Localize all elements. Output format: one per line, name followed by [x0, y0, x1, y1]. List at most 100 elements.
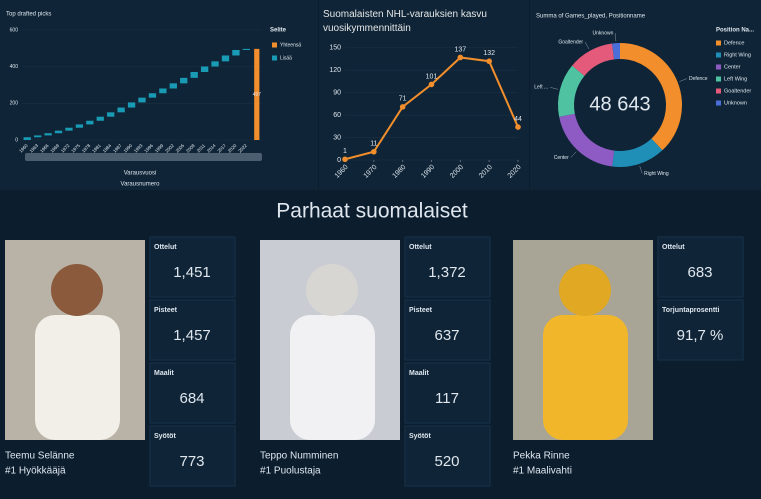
head — [306, 264, 358, 316]
data-label: 11 — [370, 141, 377, 148]
y-tick-label: 0 — [337, 157, 341, 164]
stat-label: Torjuntaprosentti — [662, 307, 719, 314]
legend-label: Lisää — [280, 55, 292, 61]
stat-value: 1,457 — [173, 327, 211, 344]
legend-title: Position Na... — [716, 28, 754, 34]
head — [51, 264, 103, 316]
player-name: Teppo Numminen — [260, 451, 338, 462]
point — [486, 58, 492, 64]
bar — [191, 72, 198, 78]
bar — [159, 88, 166, 93]
legend-title: Selite — [270, 28, 287, 34]
data-label: 44 — [514, 116, 522, 123]
legend-swatch — [716, 77, 721, 82]
bar — [138, 98, 145, 103]
center-label: 48 643 — [589, 93, 650, 115]
y-tick-label: 200 — [10, 101, 19, 107]
data-label: 497 — [253, 92, 262, 98]
scrollbar[interactable] — [25, 153, 262, 161]
bar — [34, 135, 41, 137]
slice-label: Right Wing — [644, 171, 669, 177]
chart-title: Summa of Games_played, Positionname — [536, 14, 646, 20]
y-tick-label: 150 — [329, 45, 341, 52]
bar — [149, 93, 156, 97]
slice-label: Left ... — [534, 85, 548, 91]
bar — [107, 112, 114, 116]
axis-title: Varausvuosi — [124, 171, 157, 177]
player-role: #1 Maalivahti — [513, 466, 572, 477]
stat-value: 1,372 — [428, 264, 466, 281]
legend-label: Right Wing — [724, 52, 751, 58]
point — [342, 156, 348, 162]
legend-swatch — [716, 65, 721, 70]
chart-title: Suomalaisten NHL-varauksien kasvu vuosik… — [323, 8, 523, 36]
jersey — [35, 315, 120, 440]
legend-label: Defence — [724, 40, 745, 46]
head — [559, 264, 611, 316]
player-name: Pekka Rinne — [513, 451, 570, 462]
stat-value: 91,7 % — [677, 327, 724, 344]
stat-value: 683 — [687, 264, 712, 281]
stat-label: Maalit — [154, 370, 175, 377]
bar — [55, 131, 62, 134]
stat-label: Ottelut — [409, 244, 432, 251]
data-label: 71 — [399, 96, 407, 103]
bar — [180, 78, 187, 84]
bar — [117, 108, 124, 113]
y-tick-label: 400 — [10, 64, 19, 70]
axis-title: Varausnumero — [121, 182, 161, 188]
slice-label: Defence — [689, 76, 708, 82]
stat-label: Ottelut — [154, 244, 177, 251]
legend-swatch — [716, 101, 721, 106]
data-label: 101 — [426, 73, 438, 80]
stat-value: 117 — [435, 390, 459, 407]
section-title: Parhaat suomalaiset — [276, 200, 468, 223]
player-name: Teemu Selänne — [5, 451, 75, 462]
stat-value: 773 — [179, 453, 204, 470]
bar — [232, 50, 239, 56]
point — [515, 124, 521, 130]
slice-label: Unknown — [593, 30, 614, 36]
legend-swatch — [716, 41, 721, 46]
slice-label: Center — [554, 155, 569, 161]
bar — [97, 117, 104, 121]
legend-label: Center — [724, 64, 741, 70]
point — [400, 104, 406, 110]
y-tick-label: 120 — [329, 67, 341, 74]
legend-label: Left Wing — [724, 76, 747, 82]
legend-label: Yhteensä — [280, 42, 301, 48]
data-label: 132 — [483, 50, 495, 57]
point — [429, 82, 435, 88]
stat-value: 520 — [434, 453, 459, 470]
stat-value: 684 — [179, 390, 204, 407]
legend-swatch — [272, 56, 277, 61]
dashboard: Top drafted picks Varausvuosi Varausnume… — [0, 0, 761, 499]
legend-swatch — [716, 53, 721, 58]
bar — [76, 124, 83, 127]
y-tick-label: 600 — [10, 27, 19, 33]
y-tick-label: 30 — [333, 134, 341, 141]
legend-swatch — [272, 43, 277, 48]
bar — [211, 61, 218, 66]
slice-label: Goaltender — [558, 39, 583, 45]
stat-label: Syötöt — [409, 433, 431, 440]
bar — [243, 49, 250, 50]
bar — [222, 55, 229, 61]
player-role: #1 Hyökkääjä — [5, 466, 66, 477]
stat-label: Ottelut — [662, 244, 685, 251]
legend-swatch — [716, 89, 721, 94]
data-label: 137 — [454, 46, 466, 53]
jersey — [290, 315, 375, 440]
data-label: 1 — [343, 148, 347, 155]
bar — [44, 133, 51, 135]
stat-value: 1,451 — [173, 264, 211, 281]
y-tick-label: 60 — [333, 112, 341, 119]
bar — [170, 83, 177, 88]
jersey — [543, 315, 628, 440]
stat-value: 637 — [434, 327, 459, 344]
player-role: #1 Puolustaja — [260, 466, 321, 477]
chart-title: Top drafted picks — [6, 12, 51, 18]
page: Top drafted picks Varausvuosi Varausnume… — [0, 0, 761, 499]
point — [371, 149, 377, 155]
point — [458, 55, 464, 61]
